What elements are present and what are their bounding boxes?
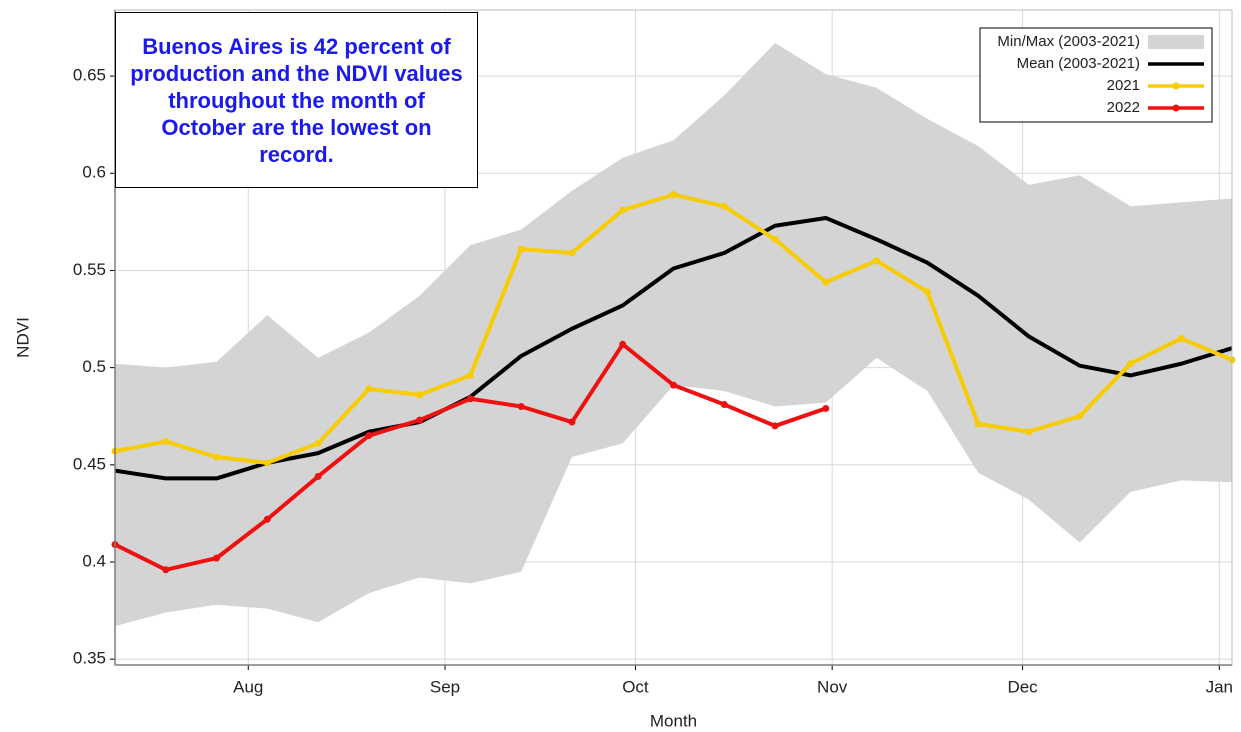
x-tick-label: Jan bbox=[1206, 677, 1233, 696]
series-point bbox=[720, 202, 728, 210]
series-point bbox=[365, 385, 373, 393]
series-point bbox=[466, 395, 474, 403]
series-point bbox=[416, 391, 424, 399]
series-point bbox=[517, 245, 525, 253]
series-point bbox=[568, 418, 576, 426]
series-point bbox=[670, 381, 677, 389]
series-point bbox=[365, 432, 373, 440]
series-point bbox=[822, 404, 830, 412]
legend-marker bbox=[1172, 104, 1180, 112]
y-tick-label: 0.65 bbox=[73, 66, 106, 85]
legend-label: Mean (2003-2021) bbox=[1017, 55, 1140, 72]
series-point bbox=[771, 422, 779, 430]
y-axis-label: NDVI bbox=[13, 317, 32, 358]
series-point bbox=[162, 566, 170, 574]
series-point bbox=[974, 420, 982, 428]
series-point bbox=[314, 439, 322, 447]
legend-marker bbox=[1172, 82, 1180, 90]
series-point bbox=[670, 191, 677, 199]
series-point bbox=[466, 371, 474, 379]
series-point bbox=[1025, 428, 1033, 436]
series-point bbox=[720, 401, 728, 409]
series-point bbox=[416, 416, 424, 424]
y-tick-label: 0.45 bbox=[73, 454, 106, 473]
y-tick-label: 0.35 bbox=[73, 649, 106, 668]
series-point bbox=[1177, 334, 1185, 342]
series-point bbox=[1126, 360, 1134, 368]
x-tick-label: Dec bbox=[1007, 677, 1038, 696]
x-tick-label: Aug bbox=[233, 677, 263, 696]
x-axis-label: Month bbox=[650, 711, 697, 730]
plot-frame bbox=[114, 9, 1233, 666]
series-point bbox=[619, 340, 627, 348]
legend-swatch bbox=[1148, 35, 1204, 49]
x-tick-label: Oct bbox=[622, 677, 649, 696]
series-point bbox=[314, 472, 322, 480]
series-point bbox=[162, 437, 170, 445]
legend: Min/Max (2003-2021) Mean (2003-2021) 2021 2… bbox=[979, 27, 1213, 123]
series-point bbox=[263, 459, 271, 467]
series-point bbox=[1076, 412, 1084, 420]
legend-label: 2021 bbox=[1107, 77, 1140, 94]
y-tick-label: 0.4 bbox=[82, 551, 106, 570]
series-point bbox=[213, 453, 221, 461]
min-max-band bbox=[115, 43, 1232, 627]
series-point bbox=[517, 402, 525, 410]
legend-label: Min/Max (2003-2021) bbox=[997, 33, 1140, 50]
x-tick-label: Sep bbox=[430, 677, 460, 696]
y-tick-label: 0.6 bbox=[82, 163, 106, 182]
legend-label: 2022 bbox=[1107, 99, 1140, 116]
series-point bbox=[822, 278, 830, 286]
series-point bbox=[873, 257, 881, 265]
y-tick-label: 0.55 bbox=[73, 260, 106, 279]
series-line bbox=[114, 215, 1233, 481]
x-tick-label: Nov bbox=[817, 677, 848, 696]
series-point bbox=[263, 515, 271, 523]
annotation: Buenos Aires is 42 percent of production… bbox=[115, 12, 478, 188]
series-point bbox=[923, 288, 931, 296]
y-tick-label: 0.5 bbox=[82, 357, 106, 376]
series-point bbox=[771, 235, 779, 243]
series-point bbox=[568, 249, 576, 257]
series-point bbox=[619, 206, 627, 214]
series-point bbox=[213, 554, 221, 562]
